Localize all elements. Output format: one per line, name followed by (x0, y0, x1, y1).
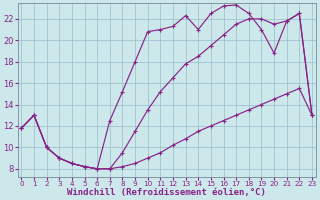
X-axis label: Windchill (Refroidissement éolien,°C): Windchill (Refroidissement éolien,°C) (67, 188, 266, 197)
